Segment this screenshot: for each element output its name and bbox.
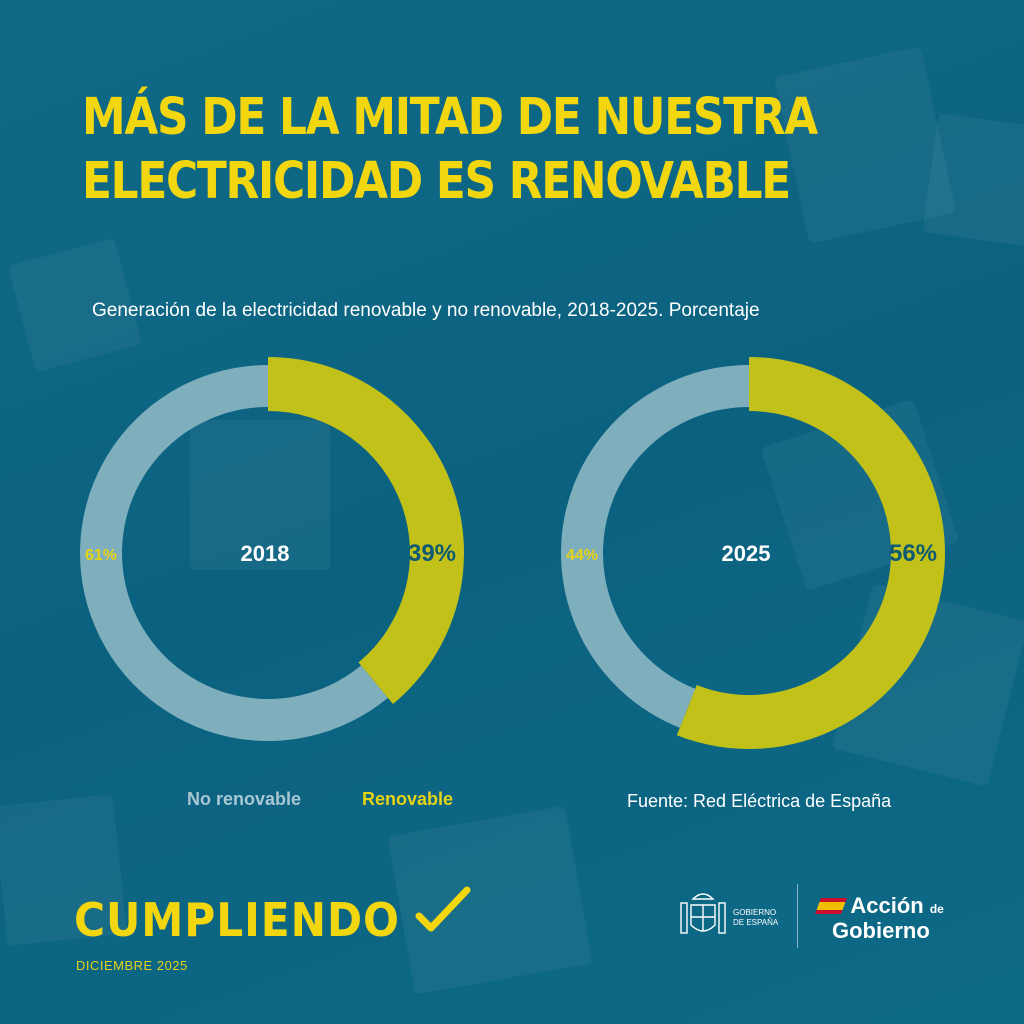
gobierno-espana-text: GOBIERNO DE ESPAÑA (733, 908, 778, 928)
page-title: MÁS DE LA MITAD DE NUESTRA ELECTRICIDAD … (82, 86, 818, 214)
bg-shape (190, 420, 330, 570)
chart-title: Generación de la electricidad renovable … (92, 300, 760, 321)
accion-de-gobierno-logo: Acción de Gobierno (832, 895, 944, 942)
donut-2025: 2025 44% 56% (560, 357, 945, 749)
footer-divider (797, 884, 798, 948)
no-renovable-slice (79, 365, 388, 741)
brand-date: DICIEMBRE 2025 (76, 958, 188, 973)
checkmark-icon (415, 886, 471, 932)
renovable-value-label: 56% (889, 540, 937, 567)
legend-no-renovable: No renovable (187, 789, 302, 809)
gov-line-2: DE ESPAÑA (733, 918, 779, 927)
brand-logo-text: CUMPLIENDO (74, 893, 400, 947)
accion-line-2: Gobierno (832, 918, 930, 943)
gov-line-1: GOBIERNO (733, 908, 777, 917)
renovable-slice (676, 357, 945, 749)
title-line-2: ELECTRICIDAD ES RENOVABLE (82, 152, 791, 211)
renovable-value-label: 39% (408, 540, 456, 567)
coat-of-arms-icon (680, 893, 726, 934)
no-renovable-slice (560, 365, 749, 728)
accion-de: de (929, 902, 944, 916)
accion-line-1: Acción (850, 893, 924, 918)
no-renovable-value-label: 44% (566, 547, 598, 564)
donut-year-label: 2018 (241, 541, 290, 566)
donut-year-label: 2025 (722, 541, 771, 566)
no-renovable-value-label: 61% (85, 547, 117, 564)
donut-2018: 2018 61% 39% (79, 357, 464, 741)
legend-renovable: Renovable (362, 789, 454, 809)
renovable-slice (268, 357, 464, 705)
title-line-1: MÁS DE LA MITAD DE NUESTRA (82, 88, 818, 147)
source-note: Fuente: Red Eléctrica de España (627, 791, 892, 811)
